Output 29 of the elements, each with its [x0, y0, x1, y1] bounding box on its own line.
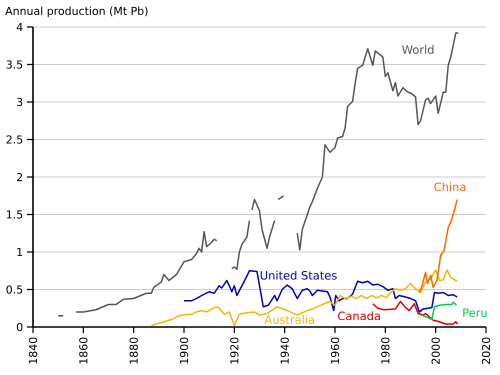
- x-tick-label: 1920: [230, 338, 238, 364]
- y-tick-label: 3.5: [6, 60, 22, 69]
- line-series: [418, 198, 458, 294]
- series-label: World: [402, 45, 434, 54]
- x-tick-label: 2020: [482, 338, 490, 364]
- y-tick-label: 0: [16, 322, 22, 332]
- x-tick-label: 2000: [432, 338, 440, 364]
- line-series: [183, 270, 458, 313]
- x-tick-label: 1940: [280, 338, 289, 364]
- x-tick-label: 1840: [28, 338, 38, 364]
- x-tick-label: 1980: [381, 338, 390, 364]
- x-tick-label: 1860: [79, 338, 88, 364]
- series-label: United States: [260, 270, 337, 280]
- y-tick-label: 3: [17, 98, 22, 106]
- y-tick-label: 1.5: [6, 210, 22, 219]
- y-axis-title: Annual production (Mt Pb): [5, 6, 148, 18]
- x-tick-label: 1900: [180, 338, 188, 364]
- series-label: Canada: [338, 311, 380, 320]
- y-tick-label: 1: [17, 248, 22, 256]
- y-tick-label: 2.5: [6, 135, 22, 144]
- y-tick-label: 4: [16, 23, 23, 31]
- y-tick-label: 0.5: [6, 285, 22, 294]
- series-label: Peru: [463, 308, 487, 317]
- line-series: [420, 302, 458, 320]
- y-tick-label: 2: [16, 172, 22, 182]
- series-label: China: [434, 182, 466, 192]
- series-label: Australia: [264, 315, 314, 324]
- x-tick-label: 1880: [130, 338, 138, 364]
- x-tick-label: 1960: [330, 338, 340, 364]
